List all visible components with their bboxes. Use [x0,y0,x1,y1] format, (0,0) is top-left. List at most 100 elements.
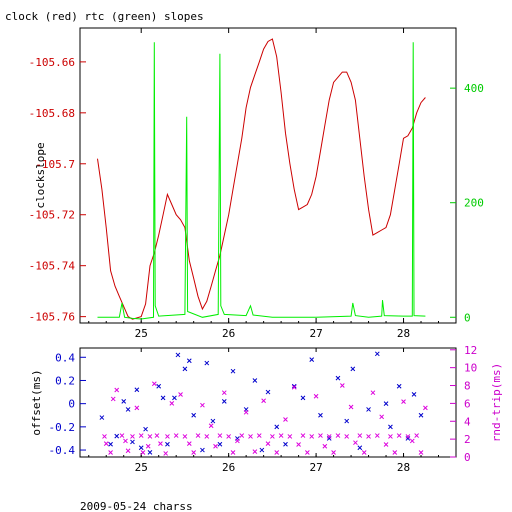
scatter-point-1 [173,433,179,438]
right-tick-label: 4 [464,415,471,428]
left-axis-label: offset(ms) [30,369,43,435]
scatter-point-1 [191,450,197,455]
scatter-point-0 [191,412,197,418]
scatter-point-1 [226,434,232,439]
scatter-point-1 [204,434,210,439]
right-tick-label: 400 [464,82,484,95]
scatter-point-0 [182,366,188,372]
scatter-point-0 [138,445,144,451]
left-tick-label: -105.7 [35,158,75,171]
right-tick-label: 200 [464,197,484,210]
scatter-point-1 [248,434,253,439]
scatter-point-1 [318,433,323,438]
scatter-point-1 [147,434,153,439]
scatter-point-1 [230,450,236,455]
left-axis-label: clockslope [34,142,47,208]
scatter-point-0 [147,450,153,455]
scatter-point-0 [186,358,192,364]
scatter-point-1 [195,433,201,438]
scatter-point-0 [300,395,306,401]
right-tick-label: 8 [464,380,471,393]
left-tick-label: 0.4 [55,351,75,364]
scatter-point-0 [175,352,181,358]
scatter-point-1 [405,434,411,439]
scatter-point-1 [145,443,151,449]
scatter-point-1 [331,450,336,455]
scatter-point-0 [252,378,258,383]
scatter-point-1 [261,398,266,404]
scatter-point-1 [335,433,341,438]
scatter-point-0 [335,375,341,381]
scatter-point-0 [221,398,227,404]
scatter-point-1 [154,433,160,438]
scatter-point-0 [156,383,162,389]
scatter-point-1 [322,443,328,449]
scatter-point-0 [418,412,424,418]
scatter-point-1 [239,433,245,438]
scatter-point-0 [259,447,265,453]
right-tick-label: 0 [464,311,471,324]
left-tick-label: 0.2 [55,374,75,387]
scatter-point-0 [357,445,363,451]
scatter-point-0 [265,389,271,395]
scatter-point-0 [396,383,402,389]
scatter-point-0 [283,441,288,447]
scatter-point-1 [119,433,125,438]
scatter-point-1 [114,387,120,393]
scatter-point-1 [163,451,169,456]
x-tick-label: 26 [222,327,235,340]
scatter-point-0 [200,447,205,453]
left-tick-label: -0.4 [49,444,76,457]
scatter-point-1 [296,442,301,447]
x-tick-label: 25 [135,327,148,340]
scatter-point-1 [357,433,363,438]
scatter-point-1 [200,402,205,408]
scatter-point-0 [130,439,135,445]
scatter-point-1 [103,441,109,446]
right-axis-label: rnd-trip(ms) [490,363,503,442]
scatter-point-1 [256,433,262,438]
scatter-point-0 [217,441,223,447]
scatter-point-1 [108,450,113,455]
scatter-point-0 [309,357,315,362]
scatter-point-1 [278,433,284,438]
scatter-point-1 [125,448,131,454]
right-tick-label: 12 [464,344,477,357]
scatter-point-1 [283,417,288,422]
scatter-point-1 [414,433,420,438]
scatter-point-1 [274,450,280,455]
scatter-point-0 [230,368,236,374]
scatter-point-1 [182,434,188,439]
scatter-point-0 [165,441,170,447]
scatter-point-1 [313,393,319,399]
scatter-point-0 [121,398,127,404]
x-tick-label: 28 [397,327,410,340]
scatter-point-1 [186,441,192,446]
scatter-point-1 [344,434,350,439]
x-tick-label: 27 [309,327,322,340]
left-tick-label: -0.2 [49,421,76,434]
left-tick-label: -105.68 [29,107,75,120]
scatter-point-0 [114,433,120,439]
scatter-point-1 [134,405,140,411]
scatter-point-0 [160,395,166,401]
scatter-point-1 [409,438,415,444]
scatter-point-1 [265,441,271,446]
left-tick-label: -105.66 [29,56,75,69]
scatter-point-1 [123,438,128,444]
right-tick-label: 0 [464,451,471,464]
scatter-point-1 [383,442,389,447]
scatter-point-1 [287,434,293,439]
scatter-point-1 [213,443,218,449]
scatter-point-1 [110,396,116,402]
scatter-point-1 [339,383,345,388]
scatter-point-0 [134,387,140,393]
scatter-point-1 [366,434,371,439]
x-tick-label: 25 [135,461,148,474]
x-tick-label: 28 [397,461,410,474]
x-tick-label: 26 [222,461,235,474]
scatter-point-0 [210,418,216,424]
scatter-point-1 [208,423,214,429]
right-tick-label: 2 [464,433,471,446]
